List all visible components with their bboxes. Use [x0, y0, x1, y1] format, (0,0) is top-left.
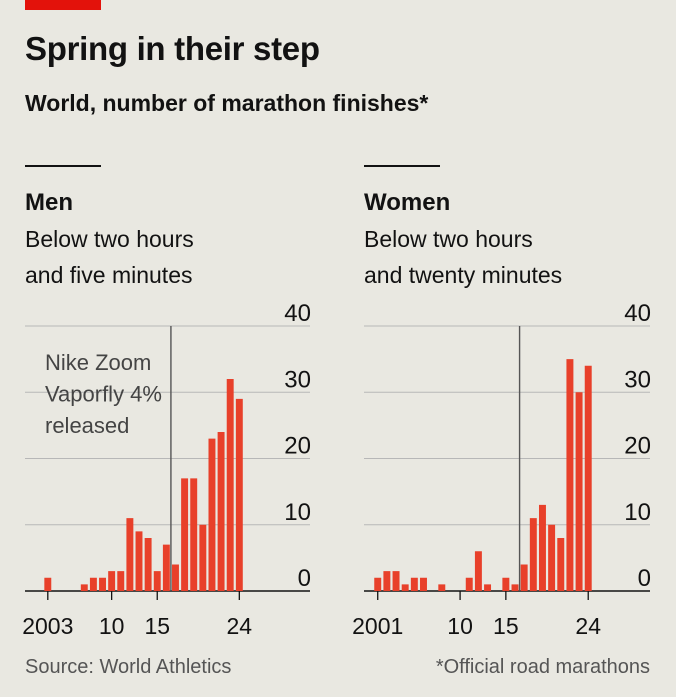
men-bar — [144, 538, 152, 591]
men-bar — [181, 478, 189, 591]
men-title-rule — [25, 165, 101, 167]
footnote: *Official road marathons — [435, 656, 650, 678]
women-bar — [511, 584, 519, 591]
women-x-tick-label: 10 — [447, 613, 473, 639]
women-x-tick-label: 2001 — [352, 613, 403, 639]
women-bar — [529, 518, 537, 591]
men-bar — [199, 524, 207, 591]
women-y-tick-label: 40 — [624, 300, 651, 327]
women-y-tick-label: 20 — [624, 433, 651, 460]
women-bar — [465, 577, 473, 591]
men-y-tick-label: 30 — [284, 366, 311, 393]
men-annotation-label: Nike Zoom — [45, 350, 151, 375]
men-x-tick-label: 2003 — [22, 613, 73, 639]
men-bar — [80, 584, 88, 591]
men-bar — [172, 564, 179, 591]
women-bar — [575, 392, 583, 591]
men-panel-subtitle-line: Below two hours — [25, 226, 194, 252]
men-y-tick-label: 40 — [284, 300, 311, 327]
men-bar — [190, 478, 198, 591]
women-bar — [474, 551, 482, 591]
men-panel-title: Men — [25, 189, 73, 216]
men-annotation-label: released — [45, 413, 129, 438]
men-bar — [126, 518, 134, 591]
women-bar — [374, 577, 382, 591]
women-bar — [401, 584, 409, 591]
women-bar — [566, 359, 574, 591]
women-bar — [584, 365, 592, 591]
men-bar — [226, 379, 234, 591]
source-note: Source: World Athletics — [25, 656, 232, 678]
men-x-tick-label: 24 — [227, 613, 253, 639]
women-bar — [538, 504, 546, 591]
women-y-tick-label: 0 — [638, 565, 651, 592]
men-x-tick-label: 15 — [144, 613, 170, 639]
men-bar — [208, 438, 216, 591]
women-y-tick-label: 10 — [624, 499, 651, 526]
brand-tag — [25, 0, 101, 10]
men-bar — [135, 531, 143, 591]
women-bar — [410, 577, 418, 591]
women-x-tick-label: 15 — [493, 613, 519, 639]
men-annotation-label: Vaporfly 4% — [45, 382, 162, 407]
women-bar — [383, 571, 391, 591]
men-bar — [108, 571, 116, 591]
chart-title: Spring in their step — [25, 30, 320, 67]
men-y-tick-label: 0 — [298, 565, 311, 592]
chart-subtitle: World, number of marathon finishes* — [25, 90, 429, 116]
women-bar — [438, 584, 446, 591]
women-bar — [548, 524, 556, 591]
men-bar — [235, 398, 243, 591]
women-bar — [502, 577, 510, 591]
women-panel-subtitle-line: and twenty minutes — [364, 262, 562, 288]
men-bar — [99, 577, 106, 591]
men-y-tick-label: 20 — [284, 433, 311, 460]
women-panel-title: Women — [364, 189, 450, 216]
men-bar — [89, 577, 97, 591]
men-bar — [117, 571, 125, 591]
men-x-tick-label: 10 — [99, 613, 125, 639]
men-bar — [44, 577, 52, 591]
women-bar — [520, 564, 528, 591]
men-bar — [217, 432, 225, 591]
women-y-tick-label: 30 — [624, 366, 651, 393]
women-bar — [484, 584, 492, 591]
women-bar — [557, 538, 565, 591]
women-x-tick-label: 24 — [575, 613, 601, 639]
women-bar — [392, 571, 400, 591]
women-bar — [420, 577, 427, 591]
women-title-rule — [364, 165, 440, 167]
men-y-tick-label: 10 — [284, 499, 311, 526]
men-bar — [162, 544, 170, 591]
women-panel-subtitle-line: Below two hours — [364, 226, 533, 252]
men-bar — [153, 571, 161, 591]
men-panel-subtitle-line: and five minutes — [25, 262, 192, 288]
